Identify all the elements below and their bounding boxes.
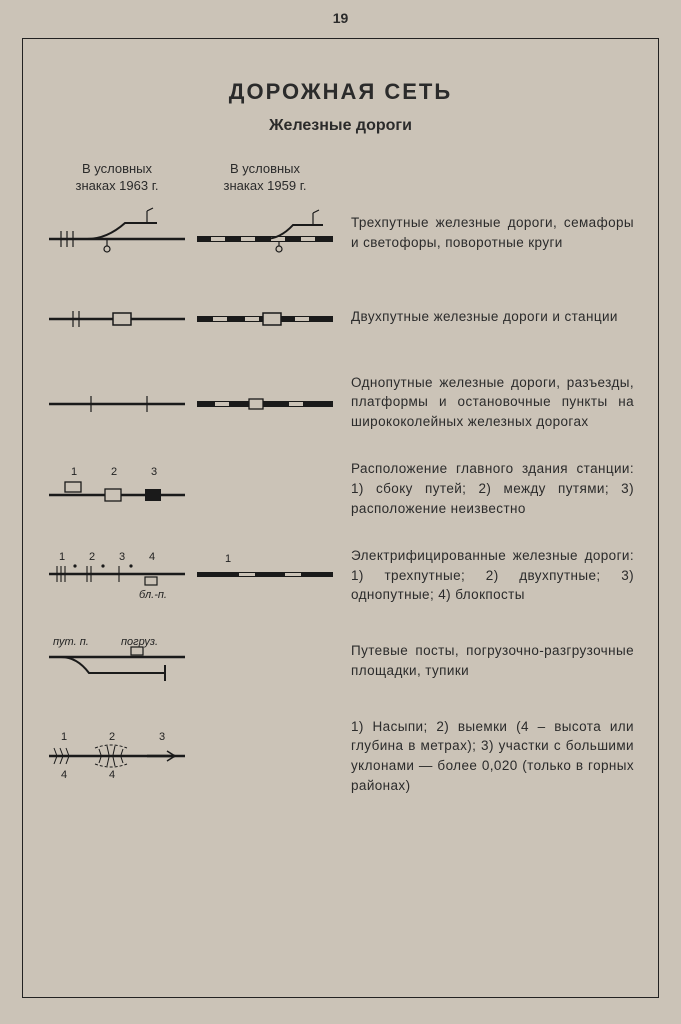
desc-double: Двухпутные железные дороги и станции — [343, 307, 634, 327]
svg-text:3: 3 — [119, 551, 125, 563]
svg-text:бл.-п.: бл.-п. — [139, 589, 167, 601]
svg-text:погруз.: погруз. — [121, 636, 158, 648]
symbol-1959-single — [195, 374, 335, 430]
svg-text:1: 1 — [225, 553, 231, 565]
symbol-1963-triple — [47, 205, 187, 261]
desc-single: Однопутные железные дороги, разъезды, пл… — [343, 373, 634, 432]
label-1: 1 — [71, 466, 77, 478]
svg-text:4: 4 — [109, 769, 115, 781]
symbol-1963-embankments: 1 2 3 — [47, 728, 187, 784]
row-posts: пут. п. погруз. Путевые посты, погрузочн… — [47, 633, 634, 689]
column-headers: В условных знаках 1963 г. В условных зна… — [47, 161, 634, 195]
desc-electrified: Электрифицированные железные дороги: 1) … — [343, 546, 634, 605]
symbol-1963-station: 1 2 3 — [47, 461, 187, 517]
symbol-1963-single — [47, 374, 187, 430]
symbol-1959-triple — [195, 205, 335, 261]
desc-station: Расположение главного здания станции: 1)… — [343, 459, 634, 518]
desc-triple: Трехпутные железные дороги, семафоры и с… — [343, 213, 634, 252]
symbol-1959-double — [195, 289, 335, 345]
symbol-1963-double — [47, 289, 187, 345]
svg-text:1: 1 — [61, 731, 67, 743]
col-header-1959: В условных знаках 1959 г. — [195, 161, 335, 195]
svg-text:2: 2 — [109, 731, 115, 743]
label-3: 3 — [151, 466, 157, 478]
desc-embankments: 1) Насыпи; 2) выемки (4 – высота или глу… — [343, 717, 634, 795]
row-embankments: 1 2 3 — [47, 717, 634, 795]
row-single-track: Однопутные железные дороги, разъезды, пл… — [47, 373, 634, 432]
row-station-building: 1 2 3 Расположение главного — [47, 459, 634, 518]
main-title: ДОРОЖНАЯ СЕТЬ — [47, 79, 634, 105]
label-2: 2 — [111, 466, 117, 478]
rows-container: Трехпутные железные дороги, семафоры и с… — [47, 205, 634, 795]
svg-text:4: 4 — [149, 551, 155, 563]
symbol-1959-posts-empty — [195, 633, 335, 689]
symbol-1959-embankments-empty — [195, 728, 335, 784]
row-triple-track: Трехпутные железные дороги, семафоры и с… — [47, 205, 634, 261]
col-header-1963: В условных знаках 1963 г. — [47, 161, 187, 195]
svg-text:3: 3 — [159, 731, 165, 743]
sub-title: Железные дороги — [47, 117, 634, 135]
row-electrified: 1 2 3 4 — [47, 546, 634, 605]
symbol-1959-electrified: 1 — [195, 548, 335, 604]
svg-text:1: 1 — [59, 551, 65, 563]
content-frame: ДОРОЖНАЯ СЕТЬ Железные дороги В условных… — [22, 38, 659, 998]
svg-text:пут. п.: пут. п. — [53, 636, 89, 648]
row-double-track: Двухпутные железные дороги и станции — [47, 289, 634, 345]
svg-text:2: 2 — [89, 551, 95, 563]
symbol-1959-station-empty — [195, 461, 335, 517]
svg-text:4: 4 — [61, 769, 67, 781]
symbol-1963-posts: пут. п. погруз. — [47, 633, 187, 689]
page-number: 19 — [0, 10, 681, 26]
document-page: 19 ДОРОЖНАЯ СЕТЬ Железные дороги В услов… — [0, 0, 681, 1024]
desc-posts: Путевые посты, погрузочно-разгрузочные п… — [343, 641, 634, 680]
symbol-1963-electrified: 1 2 3 4 — [47, 548, 187, 604]
